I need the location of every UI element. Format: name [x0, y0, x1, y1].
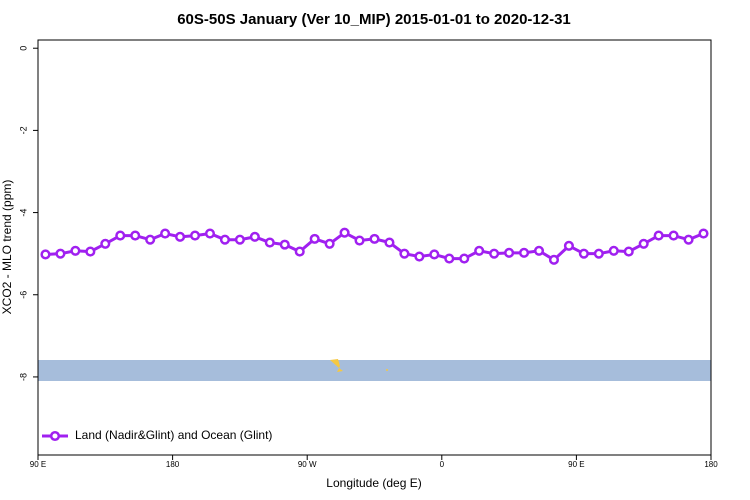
- point: [100, 238, 111, 249]
- land: [330, 359, 343, 372]
- point: [593, 248, 604, 259]
- point: [578, 248, 589, 259]
- point: [459, 253, 470, 264]
- point: [504, 247, 515, 258]
- point: [474, 245, 485, 256]
- point: [489, 248, 500, 259]
- point: [668, 230, 679, 241]
- map-strip: [38, 359, 711, 381]
- point: [264, 237, 275, 248]
- legend-marker: [49, 430, 61, 442]
- point: [249, 231, 260, 242]
- point: [623, 246, 634, 257]
- point: [234, 234, 245, 245]
- x-tick-label: 90 E: [568, 460, 584, 469]
- x-axis-label: Longitude (deg E): [326, 476, 421, 490]
- land: [386, 369, 388, 371]
- point: [519, 247, 530, 258]
- point: [429, 249, 440, 260]
- x-tick-label: 0: [440, 460, 445, 469]
- y-tick-label: -2: [18, 126, 28, 134]
- chart-title: 60S-50S January (Ver 10_MIP) 2015-01-01 …: [177, 11, 571, 28]
- point: [384, 237, 395, 248]
- point: [533, 245, 545, 256]
- point: [85, 246, 96, 257]
- point: [55, 248, 66, 259]
- point: [698, 228, 709, 239]
- point: [175, 231, 186, 242]
- point: [548, 254, 560, 265]
- point: [309, 233, 320, 244]
- point: [219, 234, 230, 245]
- point: [294, 246, 305, 257]
- point: [653, 230, 664, 241]
- y-tick-label: 0: [18, 46, 28, 51]
- y-tick-label: -8: [18, 373, 28, 381]
- point: [563, 240, 574, 251]
- point: [130, 230, 141, 241]
- plot-frame: [37, 39, 712, 456]
- x-tick-label: 90 E: [30, 460, 46, 469]
- point: [145, 234, 156, 245]
- y-axis-label: XCO2 - MLO trend (ppm): [0, 180, 14, 315]
- point: [279, 239, 290, 250]
- point: [204, 228, 216, 239]
- legend-label: Land (Nadir&Glint) and Ocean (Glint): [75, 428, 272, 442]
- point: [608, 245, 619, 256]
- x-tick-label: 180: [704, 460, 718, 469]
- point: [339, 227, 350, 238]
- y-tick-label: -6: [18, 291, 28, 299]
- point: [70, 245, 81, 256]
- point: [354, 235, 365, 246]
- point: [414, 251, 425, 262]
- point: [638, 238, 649, 249]
- point: [115, 230, 126, 241]
- point: [324, 238, 335, 249]
- point: [444, 253, 455, 264]
- point: [683, 234, 694, 245]
- x-tick-label: 180: [166, 460, 180, 469]
- x-tick-label: 90 W: [298, 460, 317, 469]
- point: [40, 249, 51, 260]
- y-tick-label: -4: [18, 209, 28, 217]
- ocean-strip: [38, 360, 711, 381]
- point: [399, 248, 410, 259]
- point: [369, 233, 380, 244]
- point: [160, 228, 171, 239]
- point: [189, 230, 201, 241]
